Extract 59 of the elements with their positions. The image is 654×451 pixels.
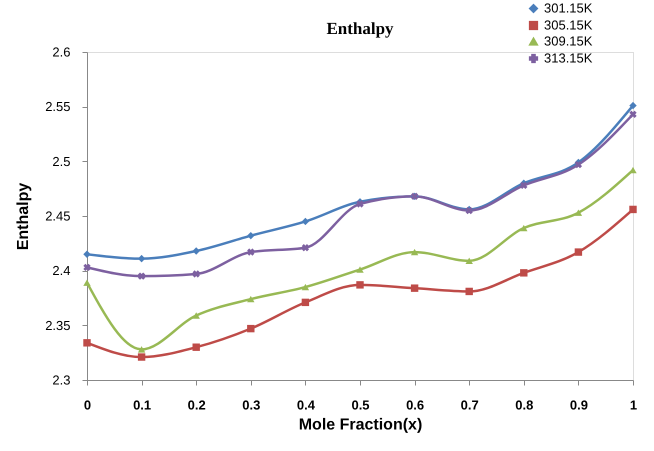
point xyxy=(192,312,200,319)
point xyxy=(302,244,310,252)
point xyxy=(465,288,473,296)
point xyxy=(302,218,310,226)
point xyxy=(83,279,91,286)
x-tick-label: 0.5 xyxy=(351,398,370,412)
x-tick-label: 0.4 xyxy=(296,398,316,412)
point xyxy=(83,264,91,272)
point xyxy=(247,248,254,256)
y-tick-label: 2.55 xyxy=(45,99,70,114)
point xyxy=(138,353,146,361)
point xyxy=(629,206,637,214)
y-tick-label: 2.35 xyxy=(45,318,70,333)
point xyxy=(356,281,364,289)
point xyxy=(192,247,200,255)
point xyxy=(520,224,528,232)
point xyxy=(247,324,255,332)
point xyxy=(410,248,418,256)
x-tick-label: 0.6 xyxy=(406,398,424,412)
legend-label: 313.15K xyxy=(544,50,593,66)
point xyxy=(520,182,528,190)
point xyxy=(247,232,255,240)
point xyxy=(465,258,473,264)
point xyxy=(629,110,637,118)
x-tick-label: 0.1 xyxy=(133,398,152,412)
x-tick-label: 1 xyxy=(630,398,638,412)
point xyxy=(138,346,146,353)
y-tick-label: 2.45 xyxy=(45,208,70,224)
x-tick-label: 0.7 xyxy=(460,398,479,412)
point xyxy=(83,339,91,347)
x-axis-title: Mole Fraction(x) xyxy=(298,416,422,434)
point xyxy=(629,102,637,110)
point xyxy=(302,284,310,290)
x-tick-label: 0.2 xyxy=(188,398,206,412)
point xyxy=(410,284,418,292)
legend-label: 305.15K xyxy=(544,18,593,32)
x-tick-label: 0 xyxy=(84,398,92,412)
y-tick-label: 2.5 xyxy=(52,154,70,169)
point xyxy=(574,210,582,216)
y-tick-label: 2.6 xyxy=(52,44,70,60)
x-tick-label: 0.3 xyxy=(242,398,260,412)
y-tick-label: 2.4 xyxy=(52,263,70,278)
point xyxy=(574,248,582,256)
point xyxy=(138,254,146,262)
x-tick-label: 0.8 xyxy=(515,398,534,412)
point xyxy=(247,296,255,302)
point xyxy=(192,343,200,351)
point xyxy=(356,200,364,208)
legend-label: 301.15K xyxy=(544,0,593,16)
y-tick-label: 2.3 xyxy=(52,372,70,388)
y-axis-title: Enthalpy xyxy=(15,182,32,250)
point xyxy=(356,266,364,273)
point xyxy=(520,269,528,277)
point xyxy=(138,272,146,280)
point xyxy=(192,270,200,278)
chart-title: Enthalpy xyxy=(326,19,394,38)
legend-label: 309.15K xyxy=(544,34,593,48)
point xyxy=(302,298,310,306)
x-tick-label: 0.9 xyxy=(570,398,588,412)
